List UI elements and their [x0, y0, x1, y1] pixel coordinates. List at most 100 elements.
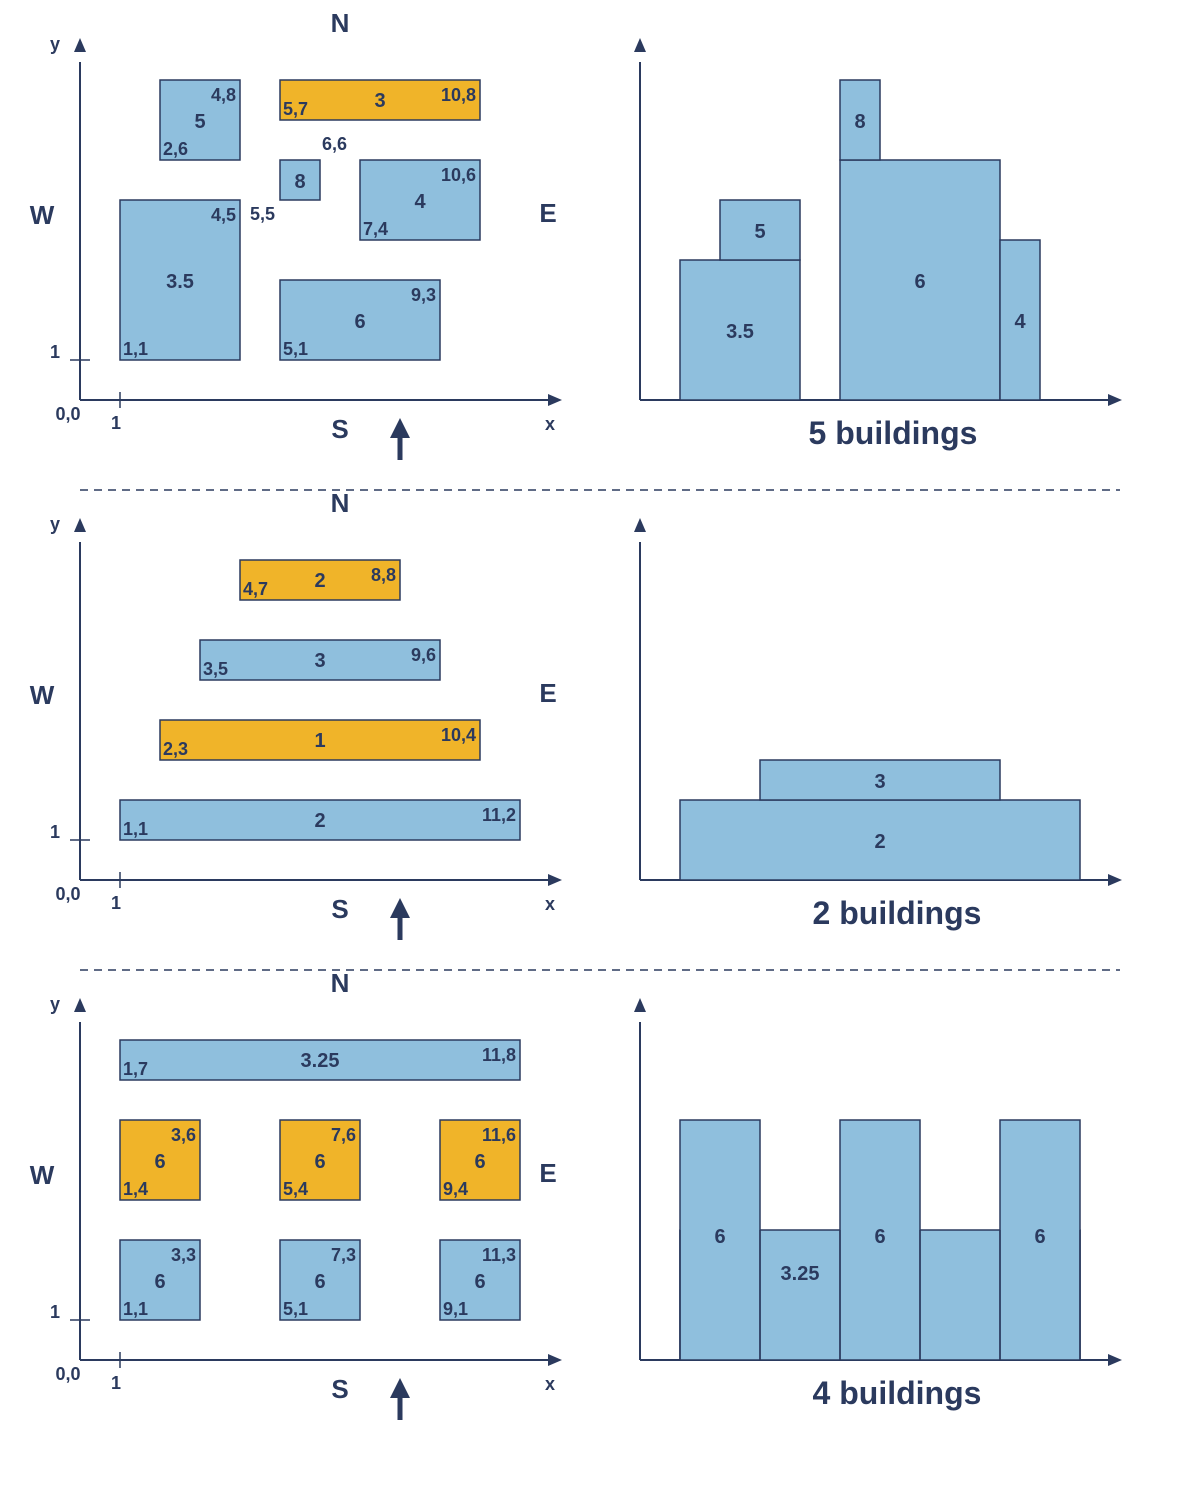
origin-label: 0,0: [55, 884, 80, 904]
compass-east: E: [539, 198, 556, 228]
view-building-rect: [999, 1119, 1081, 1361]
plan-building-rect: [439, 1119, 521, 1201]
plan-building: 3.5 1,1 4,5: [119, 199, 241, 361]
plan-building-upper-right: 8,8: [371, 565, 396, 585]
view-building: 4: [999, 239, 1041, 401]
plan-building-rect: [279, 1119, 361, 1201]
plan-building-rect: [119, 1239, 201, 1321]
origin-label: 0,0: [55, 404, 80, 424]
view-building-height: 4: [1014, 311, 1026, 333]
plan-building: 6 9,1 11,3: [439, 1239, 521, 1321]
plan-building-upper-right: 7,6: [331, 1125, 356, 1145]
plan-building-height: 1: [314, 730, 325, 752]
plan-building-upper-right: 10,8: [441, 85, 476, 105]
compass-north: N: [331, 8, 350, 38]
view-building: 3.5: [679, 259, 801, 401]
plan-building: 6 1,1 3,3: [119, 1239, 201, 1321]
plan-building-lower-left: 1,4: [123, 1179, 148, 1199]
view-building-height: 6: [714, 1226, 725, 1248]
plan-building-upper-right: 11,2: [482, 805, 516, 825]
plan-building-lower-left: 2,6: [163, 139, 188, 159]
view-building: 2: [679, 799, 1081, 881]
view-building-rect: [839, 1119, 921, 1361]
plan-x-axis-arrow: [548, 1354, 562, 1366]
plan-building-lower-left: 4,7: [243, 579, 268, 599]
y-tick-label: 1: [50, 342, 60, 362]
x-axis-label: x: [545, 894, 555, 914]
view-y-axis-arrow: [634, 998, 646, 1012]
view-building: 6: [839, 159, 1001, 401]
plan-building-lower-left: 1,7: [123, 1059, 148, 1079]
plan-y-axis-arrow: [74, 38, 86, 52]
plan-building-upper-right: 11,3: [482, 1245, 516, 1265]
view-building-rect: [719, 199, 801, 261]
plan-building-rect: [359, 159, 481, 241]
plan-building: 3 5,7 10,8: [279, 79, 481, 121]
plan-building-rect: [159, 719, 481, 761]
plan-building: 8 5,5 6,6: [250, 134, 347, 224]
plan-building: 6 1,4 3,6: [119, 1119, 201, 1201]
plan-building: 6 5,1 7,3: [279, 1239, 361, 1321]
view-building-height: 5: [754, 221, 765, 243]
plan-building-rect: [439, 1239, 521, 1321]
origin-label: 0,0: [55, 1364, 80, 1384]
view-x-axis-arrow: [1108, 394, 1122, 406]
view-building-rect: [839, 159, 1001, 401]
plan-building-rect: [119, 799, 521, 841]
up-arrow-icon: [390, 898, 410, 918]
view-caption: 5 buildings: [809, 415, 978, 451]
plan-building-upper-right: 9,3: [411, 285, 436, 305]
view-building-height: 3.5: [726, 321, 754, 343]
plan-x-axis-arrow: [548, 874, 562, 886]
plan-building: 6 5,4 7,6: [279, 1119, 361, 1201]
plan-building-lower-left: 5,5: [250, 204, 275, 224]
plan-building-height: 3.5: [166, 271, 194, 293]
plan-building-height: 6: [314, 1271, 325, 1293]
plan-building-lower-left: 9,1: [443, 1299, 468, 1319]
plan-building-rect: [239, 559, 401, 601]
y-tick-label: 1: [50, 1302, 60, 1322]
plan-building-lower-left: 5,1: [283, 339, 308, 359]
view-building: 8: [839, 79, 881, 161]
view-building-height: 3: [874, 771, 885, 793]
x-axis-label: x: [545, 1374, 555, 1394]
plan-building-lower-left: 5,1: [283, 1299, 308, 1319]
compass-south: S: [331, 414, 348, 444]
x-tick-label: 1: [111, 893, 121, 913]
plan-x-axis-arrow: [548, 394, 562, 406]
up-arrow-icon: [390, 418, 410, 438]
plan-building-upper-right: 10,6: [441, 165, 476, 185]
plan-building-upper-right: 10,4: [441, 725, 476, 745]
view-building: 5: [719, 199, 801, 261]
compass-east: E: [539, 678, 556, 708]
plan-building-upper-right: 11,6: [482, 1125, 516, 1145]
plan-building-lower-left: 1,1: [123, 819, 148, 839]
y-axis-label: y: [50, 34, 60, 54]
plan-building-height: 5: [194, 111, 205, 133]
plan-building-height: 2: [314, 810, 325, 832]
y-axis-label: y: [50, 514, 60, 534]
plan-building-upper-right: 7,3: [331, 1245, 356, 1265]
view-building-rect: [839, 79, 881, 161]
plan-building-rect: [119, 199, 241, 361]
view-y-axis-arrow: [634, 38, 646, 52]
plan-building-upper-right: 9,6: [411, 645, 436, 665]
x-tick-label: 1: [111, 413, 121, 433]
plan-building-rect: [279, 1239, 361, 1321]
plan-building-rect: [159, 79, 241, 161]
plan-building-rect: [119, 1119, 201, 1201]
view-y-axis-arrow: [634, 518, 646, 532]
plan-building: 3.25 1,7 11,8: [119, 1039, 521, 1081]
compass-south: S: [331, 894, 348, 924]
view-building-height: 6: [914, 271, 925, 293]
plan-building: 5 2,6 4,8: [159, 79, 241, 161]
plan-building-height: 3: [374, 90, 385, 112]
plan-building-rect: [199, 639, 441, 681]
plan-building-rect: [279, 279, 441, 361]
view-building: 6: [839, 1119, 921, 1361]
view-building-height: 8: [854, 111, 865, 133]
plan-building-rect: [279, 159, 321, 201]
compass-west: W: [30, 200, 55, 230]
view-building-rect: [759, 759, 1001, 801]
plan-building-lower-left: 2,3: [163, 739, 188, 759]
